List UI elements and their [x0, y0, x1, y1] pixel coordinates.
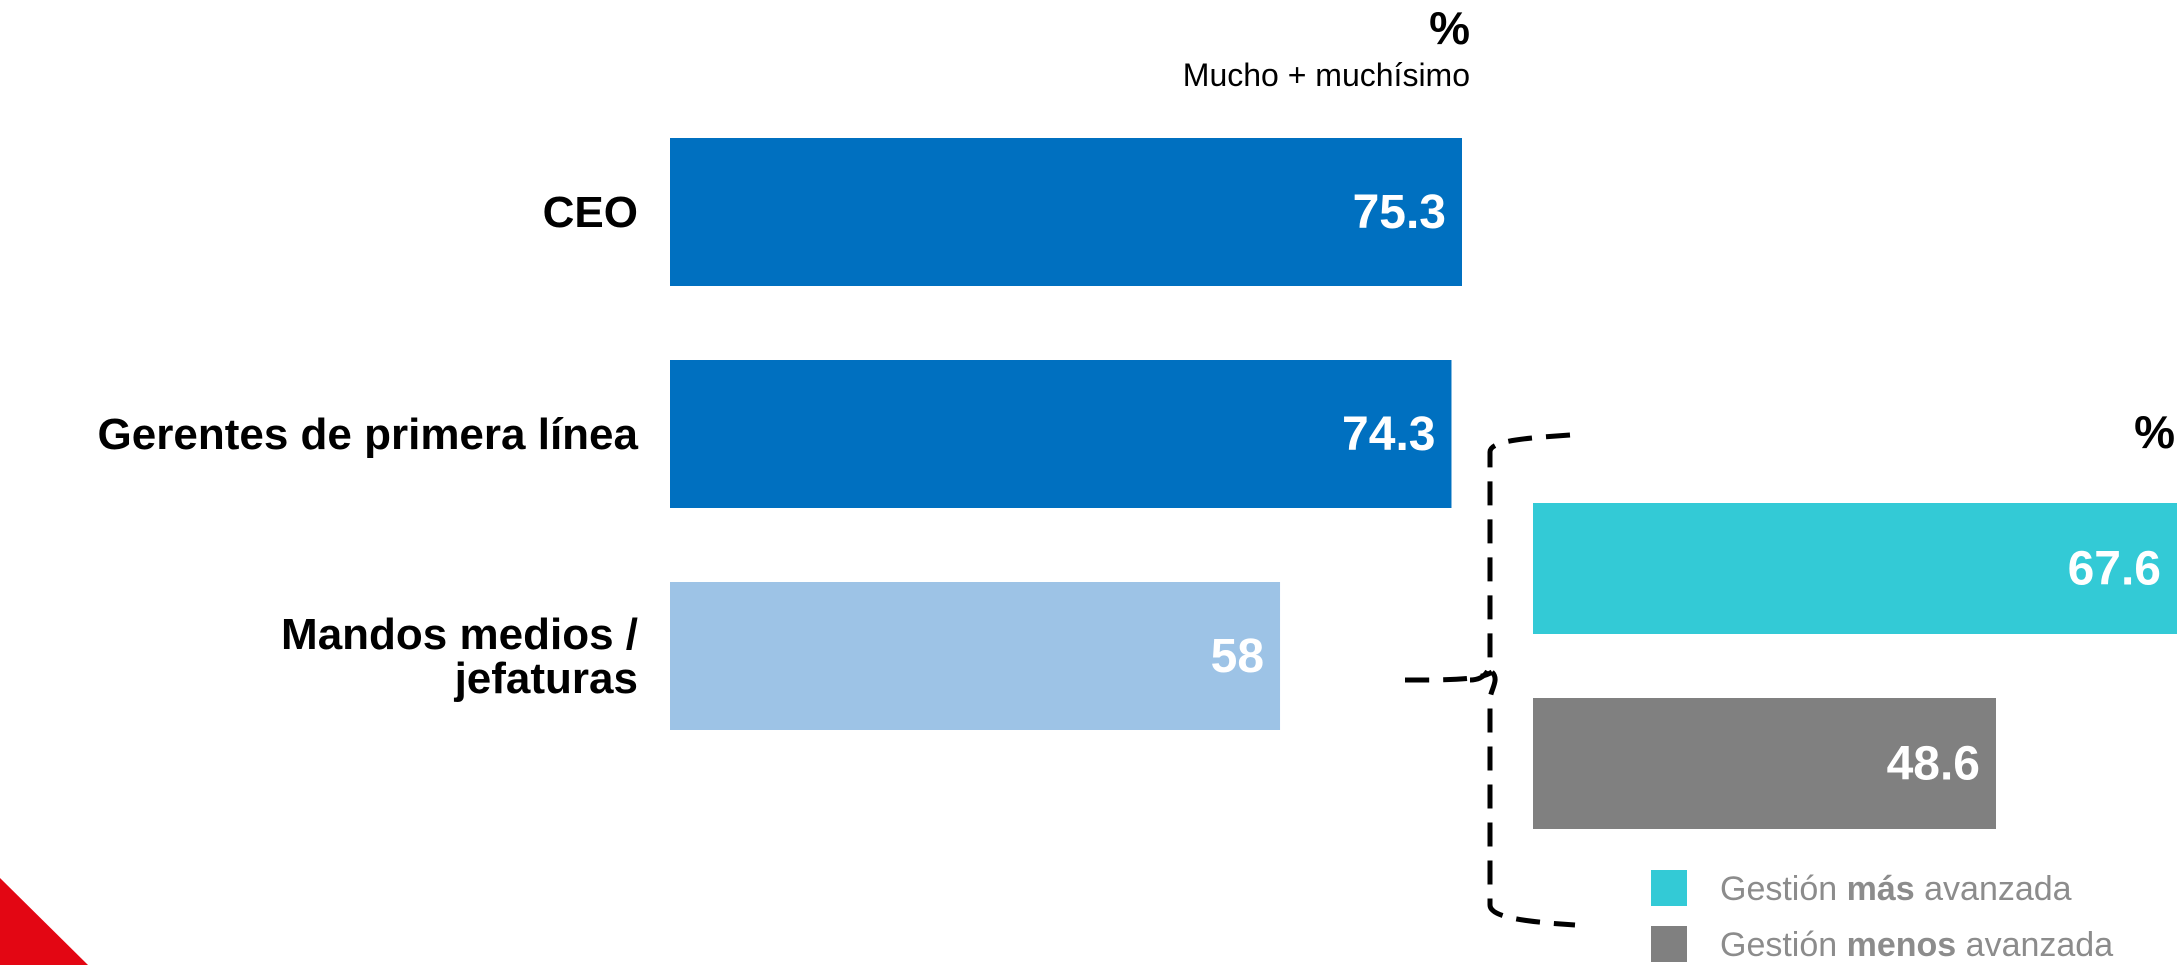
breakdown-value-label: 48.6 [1887, 738, 1980, 791]
legend-swatch [1651, 870, 1687, 906]
bar-value-label: 74.3 [1342, 408, 1435, 461]
bracket-connector [1404, 432, 1576, 928]
category-label: Mandos medios / [281, 610, 638, 659]
bar-value-label: 58 [1211, 630, 1264, 683]
chart-subtitle: Mucho + muchísimo [1183, 57, 1470, 93]
legend-entry: Gestión más avanzada [1720, 870, 2072, 908]
unit-label: % [1429, 2, 1470, 54]
breakdown-bar-2 [1533, 698, 1996, 829]
legend-swatch [1651, 926, 1687, 962]
corner-accent [0, 878, 88, 965]
bar-3 [670, 582, 1281, 730]
legend-entry: Gestión menos avanzada [1720, 926, 2113, 964]
bar-2 [670, 360, 1452, 508]
category-label: Gerentes de primera línea [98, 410, 639, 459]
category-label: jefaturas [454, 654, 638, 703]
bar-1 [670, 138, 1462, 286]
breakdown-bar-1 [1533, 503, 2177, 634]
breakdown-unit-label: % [2134, 406, 2175, 458]
breakdown-value-label: 67.6 [2068, 543, 2161, 596]
category-label: CEO [543, 188, 638, 237]
bar-value-label: 75.3 [1353, 186, 1446, 239]
